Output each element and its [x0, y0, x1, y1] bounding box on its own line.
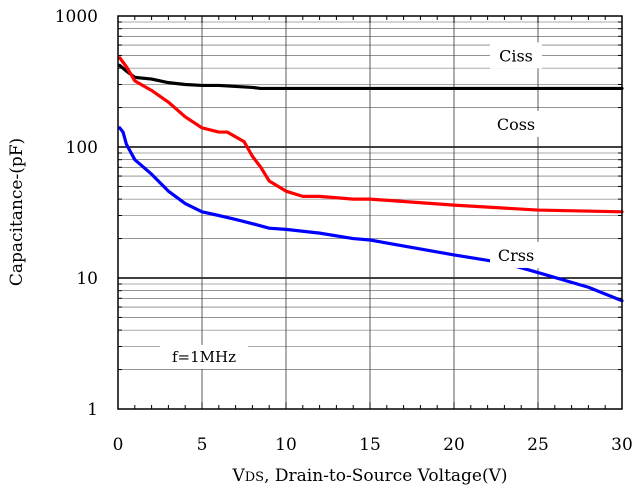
x-axis-label: VDS, Drain-to-Source Voltage(V) [231, 466, 507, 486]
frequency-annotation: f=1MHz [172, 348, 236, 366]
annotation-bg [160, 344, 248, 369]
series-labels: Ciss Coss Crss [490, 42, 542, 268]
x-axis-label-subscript: DS [245, 470, 264, 485]
x-tick-label: 0 [113, 435, 124, 455]
series-label-bg [490, 241, 542, 268]
series-group [118, 56, 624, 303]
x-tick-label: 10 [275, 435, 297, 455]
ticks [117, 15, 623, 410]
y-tick-label: 1 [87, 400, 98, 420]
x-tick-label: 20 [443, 435, 465, 455]
series-label-bg [490, 110, 542, 137]
series-line-crss [118, 126, 624, 303]
annotation-group: f=1MHz [160, 344, 248, 369]
x-tick-label: 15 [359, 435, 381, 455]
tick-labels: 0 5 10 15 20 25 30 1 10 100 1000 [55, 7, 633, 455]
series-label-ciss: Ciss [499, 46, 533, 65]
x-tick-label: 5 [197, 435, 208, 455]
y-tick-label: 1000 [55, 7, 98, 27]
series-label-crss: Crss [498, 246, 534, 265]
series-line-ciss [118, 63, 624, 91]
series-line-coss [118, 56, 624, 214]
y-tick-label: 10 [76, 269, 98, 289]
x-tick-label: 25 [527, 435, 549, 455]
y-axis-label: Capacitance-(pF) [7, 138, 27, 286]
series-label-coss: Coss [497, 115, 535, 134]
series-label-bg [490, 42, 542, 69]
y-tick-label: 100 [66, 138, 98, 158]
x-tick-label: 30 [611, 435, 633, 455]
